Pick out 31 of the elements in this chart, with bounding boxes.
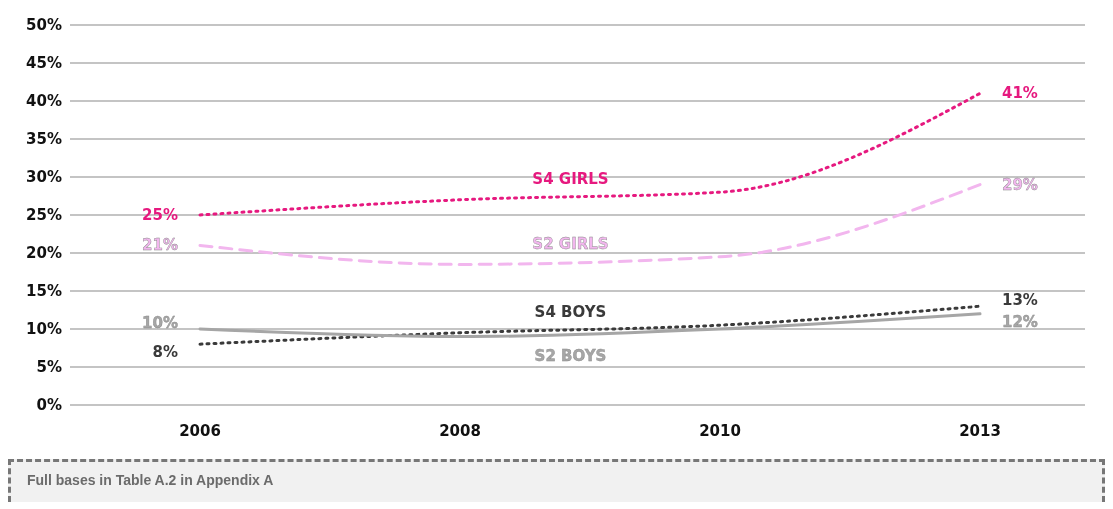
data-label: 41%	[1002, 84, 1038, 103]
y-tick-label: 30%	[26, 168, 62, 187]
data-label: 10%	[142, 314, 178, 332]
data-label: 8%	[152, 343, 178, 362]
x-tick-label: 2013	[959, 421, 1001, 440]
y-tick-label: 25%	[26, 206, 62, 225]
data-label: 25%	[142, 206, 178, 224]
data-label: 13%	[1002, 291, 1038, 310]
series-label: S4 BOYS	[534, 303, 607, 321]
x-tick-label: 2006	[179, 421, 221, 440]
line-series	[198, 183, 982, 266]
series-label: S2 BOYS	[534, 346, 607, 365]
x-tick-label: 2010	[699, 421, 741, 440]
data-label: 21%	[142, 236, 178, 255]
series-label: S2 GIRLS	[532, 234, 609, 253]
line-series	[198, 91, 982, 217]
y-tick-label: 35%	[26, 130, 62, 149]
y-tick-label: 20%	[26, 244, 62, 263]
y-tick-label: 15%	[26, 282, 62, 301]
series-label: S4 GIRLS	[532, 170, 609, 188]
x-tick-label: 2008	[439, 421, 481, 440]
y-tick-label: 10%	[26, 320, 62, 339]
y-tick-label: 50%	[26, 16, 62, 35]
data-label: 12%	[1002, 312, 1038, 331]
line-series	[198, 304, 982, 346]
y-tick-label: 0%	[36, 396, 62, 415]
y-tick-label: 5%	[36, 358, 62, 377]
data-label: 29%	[1002, 175, 1038, 194]
y-tick-label: 45%	[26, 54, 62, 73]
y-tick-label: 40%	[26, 92, 62, 111]
text: Full bases in Table A.2 in Appendix A	[8, 459, 1105, 502]
